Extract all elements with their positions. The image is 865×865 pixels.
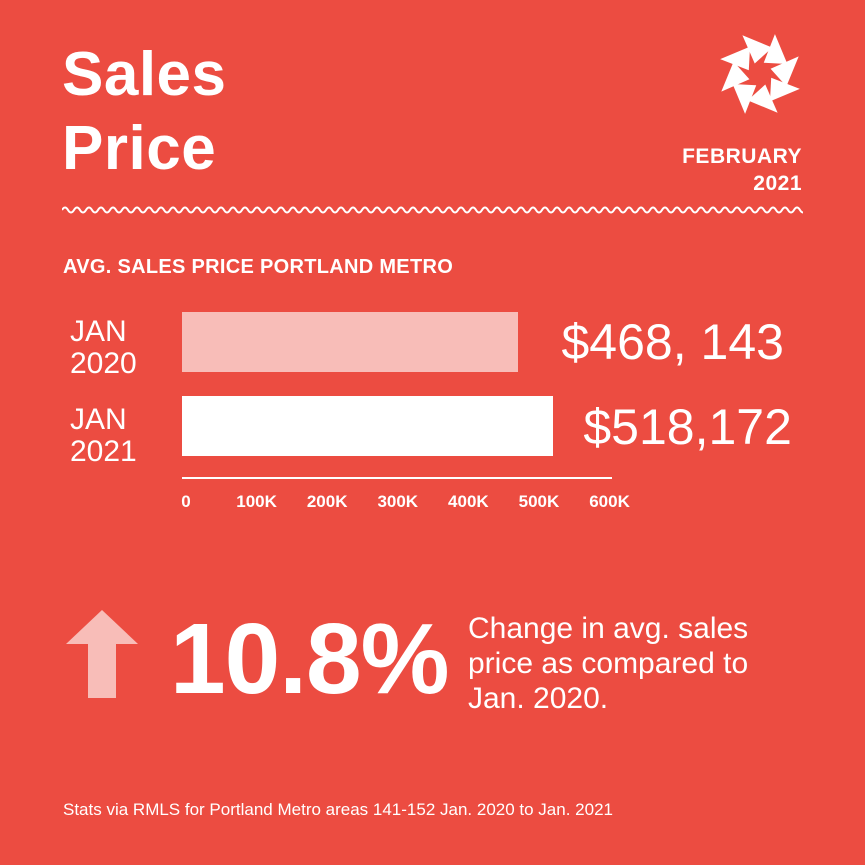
pinwheel-logo-icon	[720, 34, 800, 114]
title-line-1: Sales	[62, 40, 227, 109]
logo-blade	[742, 35, 773, 64]
bar-jan-2020	[182, 312, 518, 372]
x-tick-label: 300K	[377, 492, 419, 511]
x-tick-label: 100K	[236, 492, 277, 511]
logo-blade	[770, 56, 799, 87]
change-description: Change in avg. sales price as compared t…	[468, 612, 749, 715]
x-tick-label: 600K	[589, 492, 630, 511]
value-label-jan-2021: $518,172	[583, 399, 792, 455]
logo-blade	[769, 77, 800, 102]
change-percentage: 10.8%	[170, 603, 450, 715]
x-tick-label: 400K	[448, 492, 489, 511]
value-label-jan-2020: $468, 143	[561, 314, 784, 370]
report-period: FEBRUARY 2021	[682, 143, 802, 197]
bar-label-jan-2021: JAN 2021	[70, 403, 137, 468]
logo-blade	[747, 84, 778, 113]
source-footnote: Stats via RMLS for Portland Metro areas …	[63, 800, 613, 819]
chart-title: AVG. SALES PRICE PORTLAND METRO	[63, 256, 454, 278]
period-year: 2021	[753, 172, 802, 195]
page-title: Sales Price	[62, 38, 227, 186]
x-axis-line	[182, 477, 612, 479]
x-tick-label: 0	[181, 492, 191, 511]
logo-blade	[763, 34, 788, 65]
logo-blade	[721, 61, 750, 92]
logo-blade	[720, 46, 751, 71]
wavy-divider	[62, 206, 803, 214]
x-tick-label: 500K	[518, 492, 560, 511]
period-month: FEBRUARY	[682, 145, 802, 168]
x-tick-label: 200K	[306, 492, 348, 511]
up-arrow-icon	[66, 610, 138, 698]
title-line-2: Price	[62, 114, 217, 183]
bar-label-jan-2020: JAN 2020	[70, 315, 137, 380]
bar-jan-2021	[182, 396, 554, 456]
logo-blade	[732, 83, 757, 114]
